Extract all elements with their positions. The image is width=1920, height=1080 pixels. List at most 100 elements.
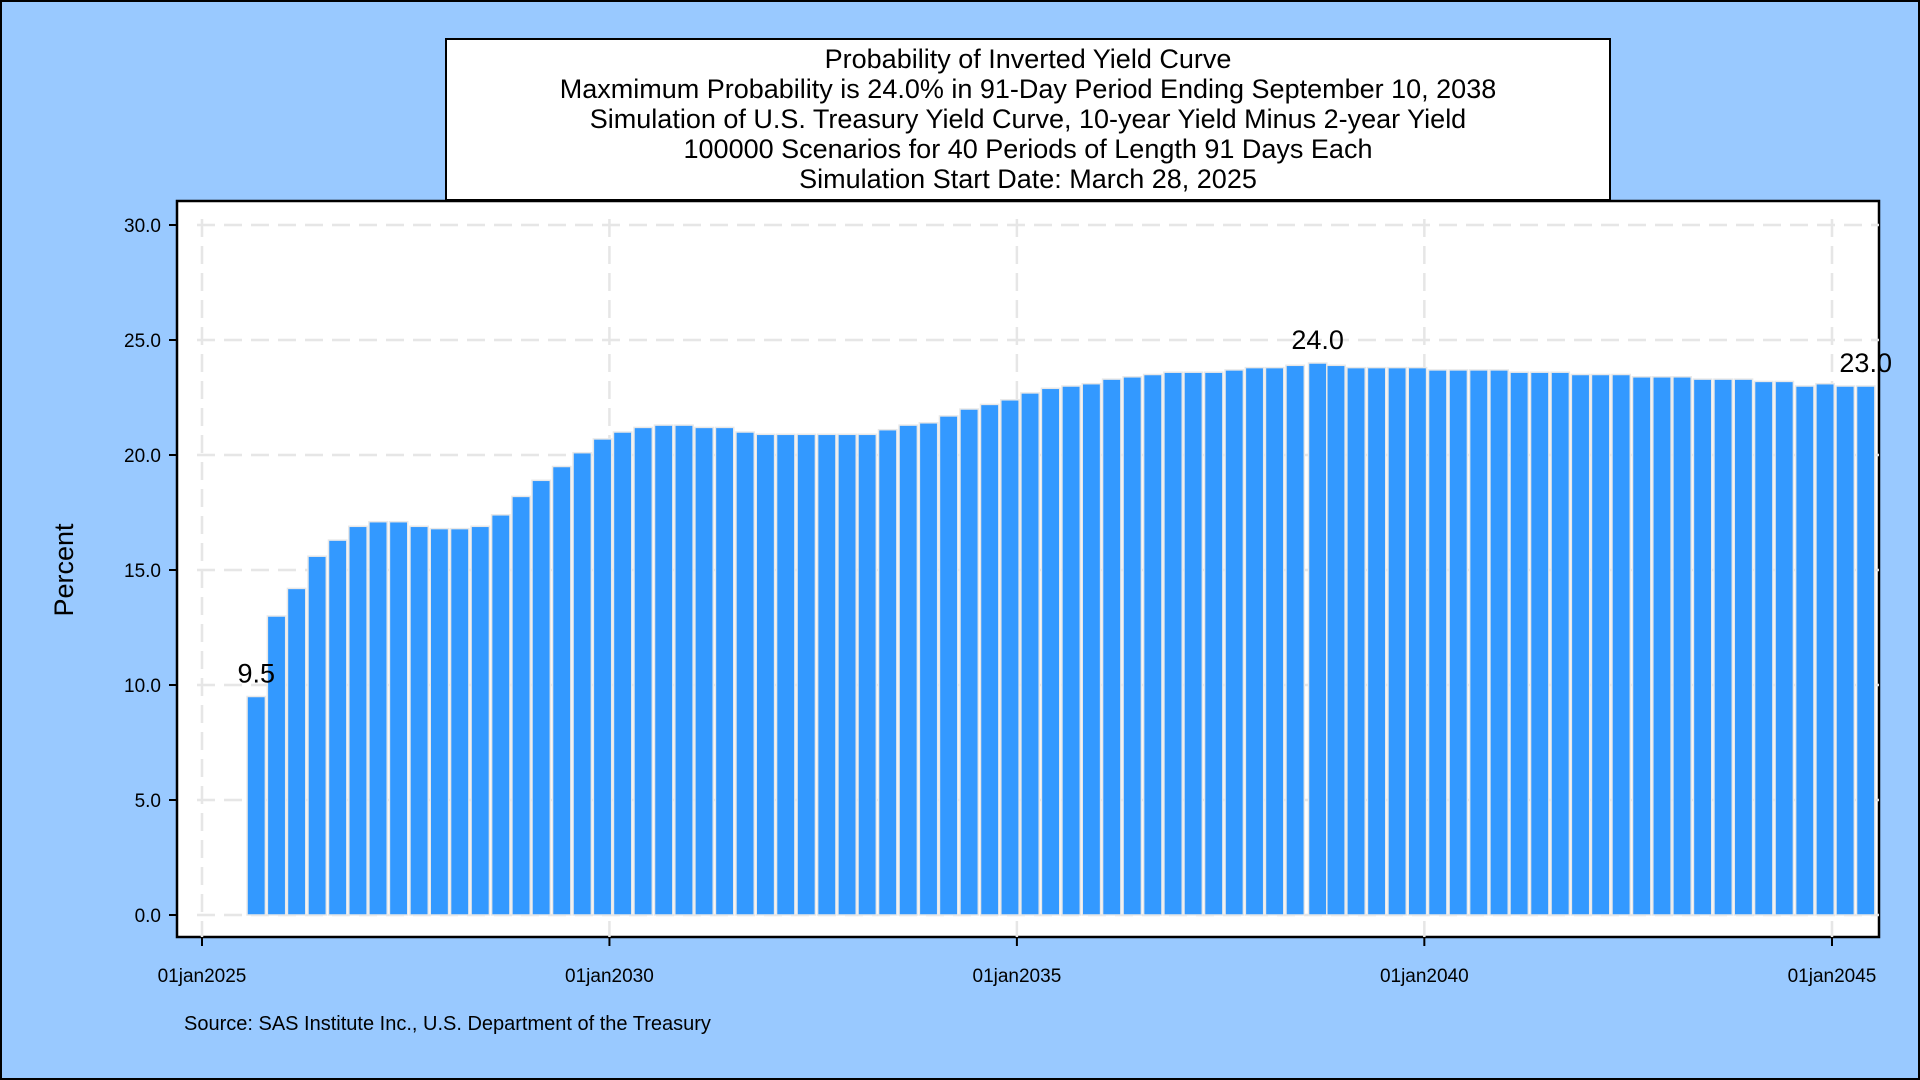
- bar: [449, 527, 470, 916]
- bar: [1061, 385, 1082, 916]
- bar: [1855, 385, 1876, 916]
- bar: [1427, 369, 1448, 916]
- bar: [490, 514, 511, 916]
- bar: [837, 433, 857, 916]
- bar: [1815, 382, 1836, 916]
- bar: [388, 520, 409, 916]
- bar: [348, 525, 368, 916]
- bar: [938, 415, 959, 916]
- bar: [1835, 385, 1856, 916]
- bar: [959, 408, 980, 916]
- bar: [674, 424, 694, 916]
- bar: [755, 433, 776, 916]
- bar: [1631, 376, 1652, 916]
- bar: [1326, 364, 1346, 916]
- bar: [409, 525, 430, 916]
- bar: [857, 433, 878, 916]
- bar: [1774, 380, 1795, 916]
- bar: [653, 424, 674, 916]
- y-tick-label: 30.0: [124, 216, 161, 237]
- bar: [1407, 366, 1428, 916]
- x-axis: 01jan2025 01jan2030 01jan2035 01jan2040 01ja…: [158, 937, 1877, 987]
- bar-value-label: 9.5: [237, 659, 275, 689]
- bar: [1753, 380, 1774, 916]
- bar: [1713, 378, 1734, 916]
- bar: [1101, 378, 1122, 916]
- x-tick-label: 01jan2040: [1380, 966, 1469, 987]
- y-axis-title: Percent: [49, 523, 79, 617]
- bar: [1794, 385, 1815, 916]
- y-tick-label: 5.0: [135, 791, 161, 812]
- bar: [429, 527, 450, 916]
- bar: [1387, 366, 1408, 916]
- bar: [266, 615, 287, 916]
- bar: [694, 426, 714, 916]
- y-tick-label: 0.0: [135, 906, 161, 927]
- bar: [1040, 387, 1061, 916]
- title-box: Probability of Inverted Yield Curve Maxm…: [445, 38, 1611, 201]
- bar: [796, 433, 817, 916]
- bar: [1000, 399, 1020, 916]
- y-tick-label: 15.0: [124, 561, 161, 582]
- bar: [1692, 378, 1713, 916]
- bar: [592, 438, 613, 916]
- bar: [877, 428, 898, 916]
- bar: [286, 587, 307, 916]
- bar: [714, 426, 735, 916]
- bar: [1448, 369, 1469, 916]
- bar: [918, 422, 939, 916]
- bar: [572, 451, 593, 916]
- bar: [1611, 373, 1632, 916]
- y-tick-label: 20.0: [124, 446, 161, 467]
- bar: [327, 539, 348, 916]
- chart-subtitle-scenarios: 100000 Scenarios for 40 Periods of Lengt…: [684, 134, 1373, 164]
- bar: [612, 431, 633, 916]
- bar: [1142, 373, 1163, 916]
- bar: [1081, 382, 1102, 916]
- x-tick-label: 01jan2035: [973, 966, 1062, 987]
- bar: [1122, 376, 1143, 916]
- bar: [898, 424, 919, 916]
- bar: [531, 479, 552, 916]
- bar: [979, 403, 1000, 916]
- y-tick-label: 25.0: [124, 331, 161, 352]
- bar: [1307, 362, 1328, 916]
- bar: [470, 525, 491, 916]
- bar-value-label: 24.0: [1291, 325, 1344, 355]
- title-box-frame: [445, 38, 1611, 201]
- bar: [633, 426, 654, 916]
- bar: [1570, 373, 1591, 916]
- bar: [1468, 369, 1489, 916]
- bar: [1672, 376, 1692, 916]
- bar: [307, 555, 328, 916]
- bar: [816, 433, 837, 916]
- bar: [775, 433, 796, 916]
- bar: [1285, 364, 1306, 916]
- bar: [1489, 369, 1510, 916]
- chart-subtitle-max-probability: Maxmimum Probability is 24.0% in 91-Day …: [560, 74, 1496, 104]
- source-note: Source: SAS Institute Inc., U.S. Departm…: [184, 1013, 711, 1035]
- y-axis: 0.0 5.0 10.0 15.0 20.0 25.0 30.0: [124, 216, 177, 927]
- bar: [1529, 371, 1550, 916]
- bar: [1590, 373, 1611, 916]
- bar: [511, 495, 532, 916]
- bar-series: [246, 362, 1876, 916]
- bar: [551, 465, 572, 916]
- x-tick-label: 01jan2025: [158, 966, 247, 987]
- bar: [1733, 378, 1754, 916]
- bar: [1366, 366, 1387, 916]
- bar: [1264, 366, 1285, 916]
- bar: [1224, 369, 1245, 916]
- bar: [1203, 371, 1224, 916]
- bar: [1020, 392, 1040, 916]
- bar: [1244, 366, 1265, 916]
- bar: [246, 695, 267, 916]
- bar-value-label: 23.0: [1839, 348, 1892, 378]
- x-tick-label: 01jan2045: [1788, 966, 1877, 987]
- bar: [1346, 366, 1366, 916]
- bar: [1550, 371, 1571, 916]
- x-tick-label: 01jan2030: [565, 966, 654, 987]
- bar: [368, 520, 388, 916]
